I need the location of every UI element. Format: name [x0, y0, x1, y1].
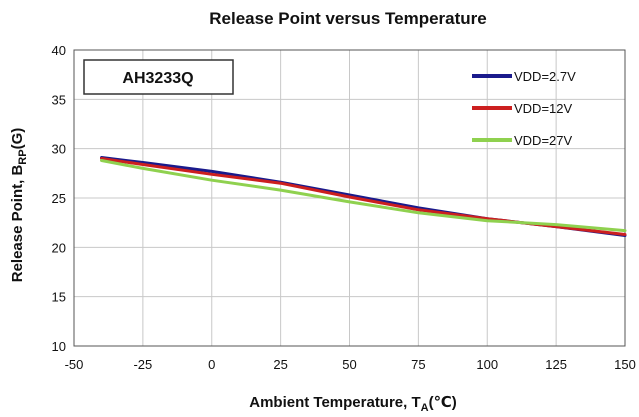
legend: VDD=2.7V VDD=12V VDD=27V	[472, 69, 576, 148]
y-tick-label: 30	[52, 142, 66, 157]
x-axis-label: Ambient Temperature, TA(℃)	[249, 394, 457, 414]
x-tick-label: 100	[476, 357, 498, 372]
plot-frame	[73, 49, 626, 347]
x-tick-label: 75	[411, 357, 425, 372]
x-tick-label: -25	[133, 357, 152, 372]
y-axis-label: Release Point, BRP(G)	[9, 128, 29, 283]
legend-label: VDD=2.7V	[514, 69, 576, 84]
y-tick-label: 25	[52, 191, 66, 206]
x-tick-label: 150	[614, 357, 636, 372]
y-axis-label-unit: (G)	[9, 128, 26, 150]
y-axis-label-sub: RP	[17, 149, 29, 164]
y-tick-label: 35	[52, 92, 66, 107]
x-axis-label-main: Ambient Temperature, T	[249, 394, 420, 411]
x-tick-label: 125	[545, 357, 567, 372]
legend-label: VDD=27V	[514, 133, 572, 148]
device-label: AH3233Q	[122, 70, 193, 87]
series-line	[100, 159, 627, 233]
x-tick-label: 0	[208, 357, 215, 372]
x-tick-label: 25	[273, 357, 287, 372]
y-tick-label: 20	[52, 240, 66, 255]
x-axis-label-unit: (℃)	[429, 394, 457, 411]
axis-ticks: -50 -25 0 25 50 75 100 125 150 10 15 20 25 30 35 40	[52, 43, 636, 372]
x-tick-label: 50	[342, 357, 356, 372]
grid-lines	[74, 50, 625, 346]
y-tick-label: 15	[52, 290, 66, 305]
chart-title: Release Point versus Temperature	[209, 9, 486, 28]
legend-label: VDD=12V	[514, 101, 572, 116]
x-axis-label-sub: A	[421, 402, 429, 414]
device-label-box: AH3233Q	[83, 59, 234, 95]
y-tick-label: 40	[52, 43, 66, 58]
x-tick-label: -50	[65, 357, 84, 372]
y-axis-label-main: Release Point, B	[9, 165, 26, 283]
series-lines	[100, 156, 627, 237]
y-tick-label: 10	[52, 339, 66, 354]
